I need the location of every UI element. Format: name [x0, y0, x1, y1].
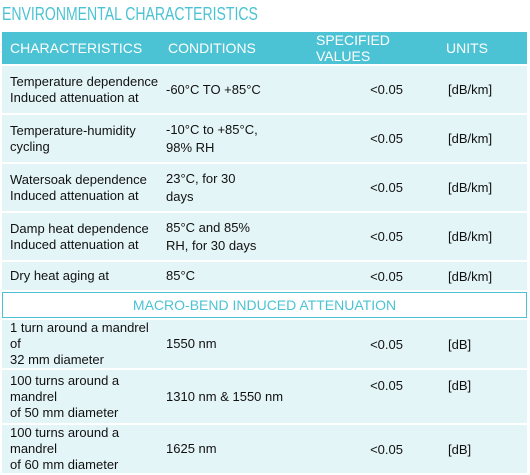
row-characteristic: Temperature dependence Induced attenuatio…: [2, 66, 160, 113]
table-row: 1 turn around a mandrel of 32 mm diameter…: [2, 320, 527, 368]
row-value: <0.05: [308, 213, 438, 260]
row-condition: 1625 nm: [160, 425, 308, 473]
header-conditions: CONDITIONS: [160, 32, 308, 64]
row-characteristic: 100 turns around a mandrel of 60 mm diame…: [2, 425, 160, 473]
row-characteristic: 100 turns around a mandrel of 50 mm diame…: [2, 370, 160, 423]
row-unit: [dB/km]: [438, 213, 527, 260]
row-value: <0.05: [308, 164, 438, 211]
row-characteristic: Watersoak dependence Induced attenuation …: [2, 164, 160, 211]
row-value: <0.05: [308, 66, 438, 113]
header-units: UNITS: [438, 32, 527, 64]
row-value: <0.05: [308, 320, 438, 368]
row-unit: [dB]: [438, 425, 527, 473]
row-value: <0.05: [308, 115, 438, 162]
row-value: <0.05: [308, 370, 438, 423]
row-condition: 1550 nm: [160, 320, 308, 368]
row-unit: [dB]: [438, 370, 527, 423]
row-unit: [dB/km]: [438, 262, 527, 290]
row-unit: [dB/km]: [438, 66, 527, 113]
section-title: ENVIRONMENTAL CHARACTERISTICS: [2, 4, 258, 24]
table-row: Damp heat dependence Induced attenuation …: [2, 213, 527, 260]
characteristics-table: CHARACTERISTICS CONDITIONS SPECIFIED VAL…: [2, 30, 527, 475]
subheader-row: MACRO-BEND INDUCED ATTENUATION: [2, 292, 527, 318]
row-condition: -10°C to +85°C, 98% RH: [160, 115, 308, 162]
table-row: Watersoak dependence Induced attenuation …: [2, 164, 527, 211]
row-characteristic: Dry heat aging at: [2, 262, 160, 290]
row-value: <0.05: [308, 425, 438, 473]
row-value: <0.05: [308, 262, 438, 290]
row-characteristic: 1 turn around a mandrel of 32 mm diameter: [2, 320, 160, 368]
row-condition: 1310 nm & 1550 nm: [160, 370, 308, 423]
row-condition: 85°C: [160, 262, 308, 290]
row-unit: [dB/km]: [438, 115, 527, 162]
spec-sheet: ENVIRONMENTAL CHARACTERISTICS CHARACTERI…: [2, 4, 527, 473]
header-specified-values: SPECIFIED VALUES: [308, 32, 438, 64]
row-characteristic: Damp heat dependence Induced attenuation …: [2, 213, 160, 260]
row-characteristic: Temperature-humidity cycling: [2, 115, 160, 162]
table-header-row: CHARACTERISTICS CONDITIONS SPECIFIED VAL…: [2, 32, 527, 64]
row-unit: [dB]: [438, 320, 527, 368]
subheader-macro-bend: MACRO-BEND INDUCED ATTENUATION: [2, 292, 527, 318]
table-row: Temperature-humidity cycling -10°C to +85…: [2, 115, 527, 162]
table-row: Dry heat aging at 85°C <0.05 [dB/km]: [2, 262, 527, 290]
header-characteristics: CHARACTERISTICS: [2, 32, 160, 64]
table-row: Temperature dependence Induced attenuatio…: [2, 66, 527, 113]
table-row: 100 turns around a mandrel of 50 mm diame…: [2, 370, 527, 423]
row-unit: [dB/km]: [438, 164, 527, 211]
table-row: 100 turns around a mandrel of 60 mm diame…: [2, 425, 527, 473]
row-condition: 85°C and 85% RH, for 30 days: [160, 213, 308, 260]
row-condition: 23°C, for 30 days: [160, 164, 308, 211]
row-condition: -60°C TO +85°C: [160, 66, 308, 113]
